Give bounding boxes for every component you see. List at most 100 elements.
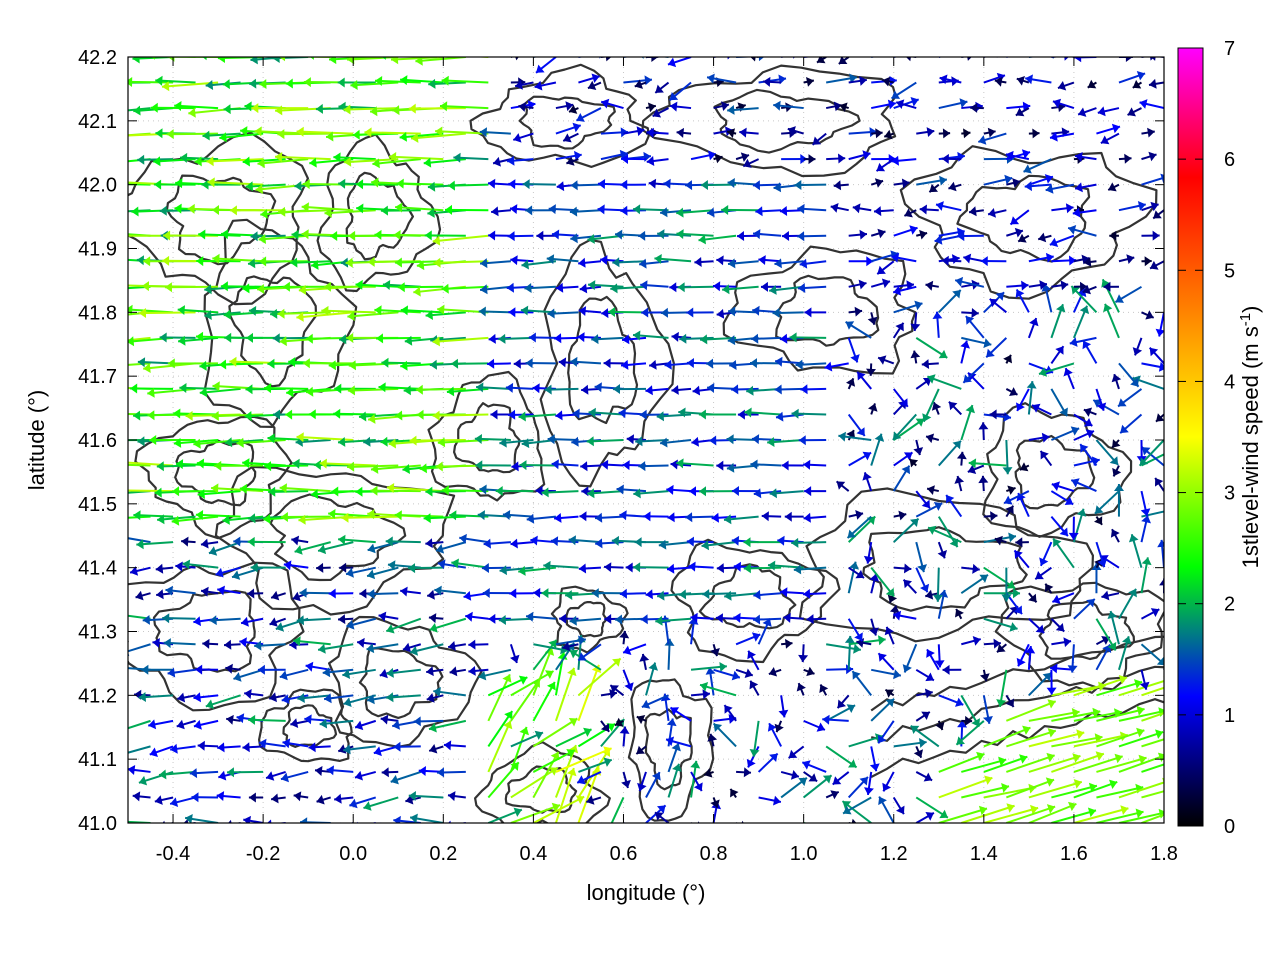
wind-vector — [541, 487, 579, 498]
wind-vector — [723, 514, 759, 525]
wind-vector — [772, 307, 804, 318]
wind-vector — [1057, 81, 1075, 91]
wind-vector — [848, 256, 874, 267]
wind-vector — [938, 694, 964, 707]
y-axis-label: latitude (°) — [24, 390, 49, 491]
wind-vector — [1017, 233, 1030, 243]
wind-vector — [339, 334, 376, 345]
wind-vector — [279, 483, 331, 494]
wind-vector — [700, 180, 737, 190]
wind-vector — [128, 181, 174, 186]
wind-vector — [1025, 74, 1052, 85]
wind-vector — [159, 332, 196, 343]
wind-vector — [337, 614, 354, 625]
wind-vector — [1095, 388, 1107, 412]
wind-vector — [248, 792, 264, 803]
wind-vector — [839, 102, 849, 113]
wind-vector — [622, 643, 647, 655]
wind-vector — [833, 180, 849, 191]
wind-vector — [1051, 255, 1077, 266]
wind-vector — [957, 231, 984, 242]
wind-vector — [1141, 256, 1152, 267]
wind-vector — [1006, 804, 1056, 823]
y-tick-label: 41.7 — [78, 366, 117, 388]
x-tick-label: -0.4 — [156, 843, 190, 865]
wind-vector — [171, 515, 219, 526]
wind-vector — [676, 207, 714, 218]
wind-vector — [572, 408, 601, 419]
wind-vector — [468, 666, 489, 676]
wind-vector — [1038, 362, 1075, 377]
wind-vector — [507, 231, 534, 242]
wind-vector — [781, 638, 793, 649]
wind-vector — [245, 181, 286, 192]
wind-vector — [609, 684, 625, 697]
wind-vector — [664, 638, 675, 670]
wind-vector — [749, 680, 760, 696]
wind-vector — [935, 201, 962, 212]
wind-vector — [1013, 549, 1030, 569]
wind-vector — [774, 384, 804, 395]
wind-vector — [495, 486, 534, 496]
wind-vector — [639, 409, 669, 420]
colorbar-tick-label: 6 — [1224, 149, 1235, 171]
wind-vector — [1118, 57, 1133, 62]
wind-vector — [667, 742, 681, 773]
wind-vector — [600, 720, 610, 733]
wind-vector — [128, 644, 129, 646]
wind-vector — [610, 283, 647, 294]
wind-vector — [425, 310, 466, 320]
wind-vector — [191, 792, 219, 803]
wind-vector — [1050, 490, 1074, 506]
wind-vector — [555, 727, 592, 748]
wind-vector — [961, 715, 973, 726]
wind-vector — [652, 107, 669, 118]
wind-vector — [524, 283, 556, 293]
wind-vector — [265, 770, 286, 781]
wind-vector — [925, 433, 940, 444]
wind-vector — [934, 644, 945, 668]
wind-vector — [848, 279, 867, 290]
wind-vector — [488, 613, 511, 624]
wind-vector — [983, 804, 1039, 823]
wind-vector — [752, 180, 782, 191]
wind-vector — [801, 760, 827, 773]
wind-vector — [514, 79, 534, 90]
wind-vector — [257, 158, 309, 169]
wind-vector — [1006, 101, 1031, 112]
terrain-contours — [128, 63, 1164, 823]
wind-vector — [128, 82, 129, 84]
wind-vector — [367, 589, 399, 599]
wind-vector — [767, 437, 804, 447]
wind-vector — [822, 714, 849, 725]
wind-vector — [735, 102, 747, 112]
wind-vector — [763, 76, 782, 87]
wind-vector — [707, 733, 718, 747]
wind-vector — [806, 614, 827, 625]
wind-vector — [1141, 201, 1159, 212]
wind-vector — [386, 692, 421, 703]
wind-vector — [864, 771, 874, 796]
wind-vector — [987, 208, 1007, 218]
wind-vector — [941, 255, 962, 266]
wind-vector — [1118, 808, 1164, 823]
wind-vector — [193, 438, 241, 449]
wind-vector — [428, 613, 444, 624]
wind-vector — [532, 795, 585, 823]
contour-line — [345, 171, 414, 261]
wind-vector — [744, 407, 782, 418]
wind-vector — [769, 285, 804, 295]
wind-vector — [435, 541, 467, 554]
wind-vector — [543, 560, 579, 571]
wind-vector — [476, 382, 511, 393]
wind-vector — [848, 566, 865, 579]
wind-vector — [933, 567, 943, 602]
wind-vector — [915, 796, 949, 819]
wind-vector — [174, 101, 219, 111]
wind-vector — [229, 205, 286, 216]
wind-vector — [280, 770, 309, 783]
wind-vector — [576, 771, 602, 785]
wind-vector — [961, 57, 972, 61]
wind-vector — [1132, 79, 1142, 89]
wind-vector — [347, 311, 399, 321]
